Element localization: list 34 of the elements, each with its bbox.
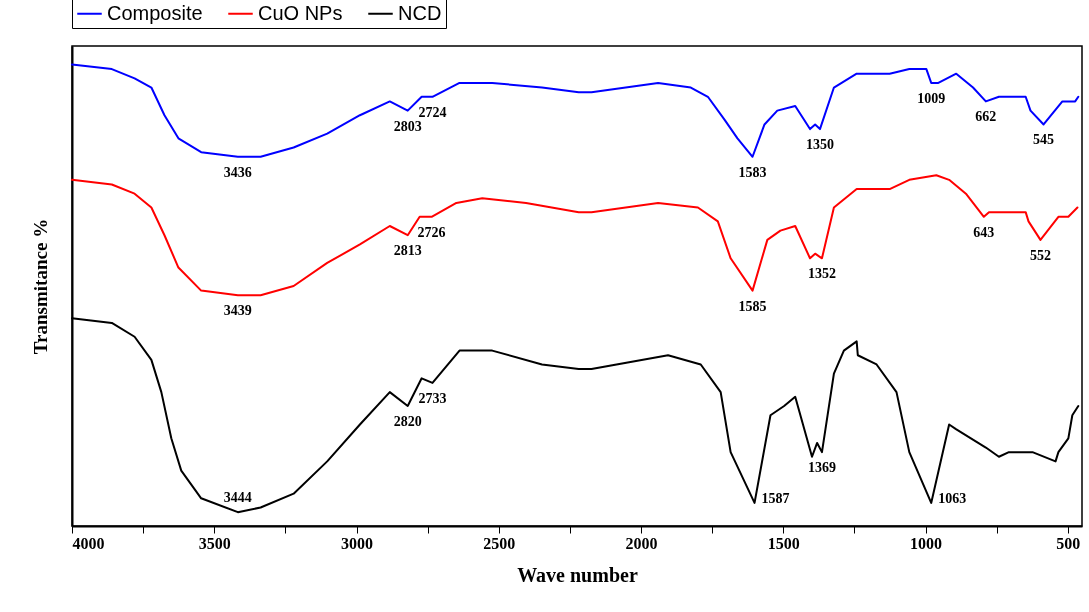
legend-label: NCD bbox=[398, 1, 442, 24]
annotation: 3436 bbox=[223, 164, 252, 180]
annotation: 2820 bbox=[393, 414, 422, 429]
annotation: 1585 bbox=[738, 298, 767, 314]
annotation: 1009 bbox=[917, 90, 946, 106]
x-tick-label: 2000 bbox=[625, 534, 658, 552]
annotation: 1350 bbox=[805, 137, 834, 153]
annotation: 2726 bbox=[417, 224, 446, 240]
annotation: 2813 bbox=[393, 243, 422, 259]
annotation: 3439 bbox=[223, 303, 252, 319]
annotation: 643 bbox=[973, 224, 995, 240]
annotation: 2733 bbox=[418, 390, 447, 406]
annotation: 1587 bbox=[761, 490, 790, 506]
x-tick-label: 1500 bbox=[767, 534, 800, 552]
x-tick-label: 3500 bbox=[198, 534, 231, 552]
annotation: 552 bbox=[1029, 247, 1051, 263]
annotation: 662 bbox=[975, 109, 997, 125]
legend-label: CuO NPs bbox=[258, 1, 343, 24]
annotation: 2803 bbox=[393, 118, 422, 134]
x-tick-label: 1000 bbox=[910, 534, 943, 552]
legend-label: Composite bbox=[107, 1, 203, 24]
annotation: 1063 bbox=[938, 490, 967, 506]
annotation: 1583 bbox=[738, 164, 767, 180]
annotation: 545 bbox=[1033, 132, 1055, 148]
x-tick-label: 2500 bbox=[483, 534, 516, 552]
annotation: 1369 bbox=[807, 460, 836, 476]
x-axis-title: Wave number bbox=[517, 563, 638, 586]
annotation: 3444 bbox=[223, 490, 252, 506]
x-tick-label: 500 bbox=[1056, 534, 1081, 552]
x-tick-label: 3000 bbox=[341, 534, 374, 552]
annotation: 2724 bbox=[418, 104, 447, 120]
x-tick-label: 4000 bbox=[72, 534, 105, 552]
y-axis-title: Transmitance % bbox=[29, 218, 51, 355]
annotation: 1352 bbox=[807, 266, 836, 282]
